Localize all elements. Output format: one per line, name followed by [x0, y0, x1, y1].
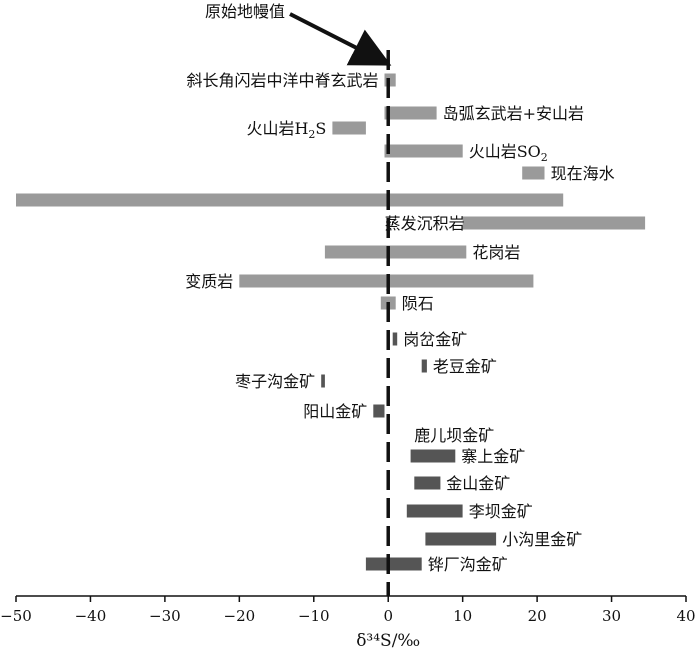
x-tick-label-3: −20	[224, 607, 256, 625]
x-axis-title: δ³⁴S/‰	[356, 631, 420, 651]
x-tick-label-9: 40	[676, 607, 695, 625]
range-bar-16	[414, 476, 441, 490]
range-bar-6	[462, 216, 646, 230]
x-axis-ticks: −50 −40 −30 −20 −10 0 10 20 30 40	[0, 596, 696, 625]
x-tick-label-8: 30	[602, 607, 621, 625]
range-label-8: 变质岩	[185, 272, 233, 291]
range-bar-4	[522, 166, 545, 180]
range-label-7: 花岗岩	[472, 243, 520, 262]
range-label-3: 火山岩SO2	[469, 142, 548, 164]
annotation-text: 原始地幔值	[205, 2, 285, 21]
range-label-15: 寨上金矿	[461, 447, 525, 466]
range-bar-0	[384, 73, 396, 87]
range-bar-13	[373, 404, 385, 418]
mantle-annotation: 原始地幔值	[205, 2, 392, 66]
range-bar-12	[321, 374, 325, 388]
range-label-11: 老豆金矿	[433, 357, 497, 376]
range-label-12: 枣子沟金矿	[235, 372, 315, 391]
range-bar-2	[332, 121, 366, 135]
range-label-4: 现在海水	[551, 164, 615, 183]
range-bar-10	[392, 332, 398, 346]
range-label-19: 铧厂沟金矿	[428, 555, 508, 574]
range-bar-1	[384, 106, 437, 120]
range-bar-17	[406, 504, 463, 518]
range-bar-3	[384, 144, 463, 158]
x-tick-label-4: −10	[298, 607, 330, 625]
range-bar-19	[365, 557, 422, 571]
annotation-arrow	[289, 12, 392, 66]
range-bar-18	[425, 532, 497, 546]
range-label-6: 蒸发沉积岩	[385, 214, 465, 233]
range-label-16: 金山金矿	[446, 474, 510, 493]
range-bar-15	[410, 449, 456, 463]
range-bar-8	[239, 274, 534, 288]
x-tick-label-1: −40	[75, 607, 107, 625]
x-tick-label-0: −50	[0, 607, 32, 625]
x-tick-label-5: 0	[383, 607, 393, 625]
range-label-0: 斜长角闪岩中洋中脊玄武岩	[186, 71, 378, 90]
range-label-1: 岛弧玄武岩+安山岩	[443, 104, 584, 123]
range-label-10: 岗岔金矿	[403, 330, 467, 349]
range-bar-11	[421, 359, 427, 373]
range-bar-7	[324, 245, 467, 259]
x-tick-label-2: −30	[149, 607, 181, 625]
x-axis: −50 −40 −30 −20 −10 0 10 20 30 40 δ³⁴S/‰	[0, 595, 696, 651]
range-bars	[16, 73, 646, 571]
x-tick-label-6: 10	[453, 607, 472, 625]
range-label-9: 陨石	[402, 294, 434, 313]
range-label-13: 阳山金矿	[303, 402, 367, 421]
range-label-17: 李坝金矿	[469, 502, 533, 521]
range-bar-5	[16, 193, 564, 207]
range-label-18: 小沟里金矿	[502, 530, 582, 549]
x-tick-label-7: 20	[528, 607, 547, 625]
range-label-2: 火山岩H2S	[246, 119, 326, 141]
range-label-14: 鹿儿坝金矿	[414, 426, 494, 445]
